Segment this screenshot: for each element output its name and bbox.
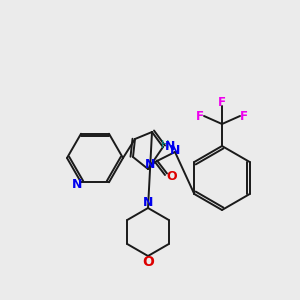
Text: F: F	[218, 95, 226, 109]
Text: N: N	[145, 158, 155, 170]
Text: F: F	[240, 110, 248, 122]
Text: F: F	[196, 110, 204, 122]
Text: N: N	[165, 140, 175, 154]
Text: N: N	[72, 178, 82, 191]
Text: N: N	[143, 196, 153, 209]
Text: O: O	[142, 255, 154, 269]
Text: N: N	[170, 143, 180, 157]
Text: O: O	[167, 169, 177, 182]
Text: H: H	[161, 140, 169, 150]
